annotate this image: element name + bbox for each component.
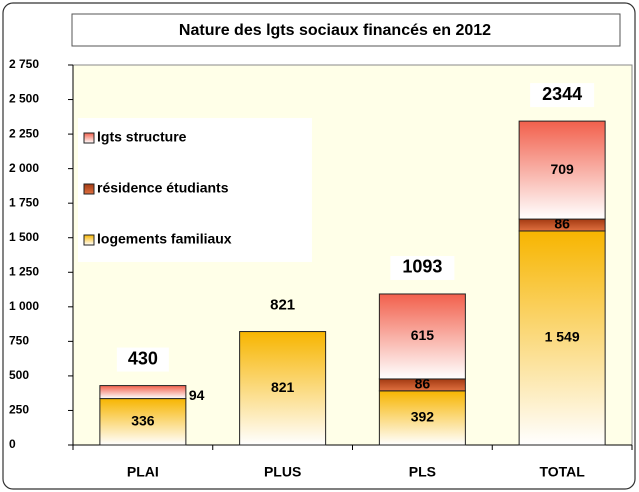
total-label: 2344 [542, 84, 582, 104]
x-tick-label: PLS [409, 464, 436, 480]
chart-title: Nature des lgts sociaux financés en 2012 [179, 22, 491, 39]
legend-label: logements familiaux [97, 231, 232, 247]
y-tick-label: 500 [9, 368, 29, 382]
y-tick-label: 750 [9, 334, 29, 348]
bar-segment [99, 398, 187, 446]
bar-segment [518, 230, 606, 446]
y-tick-label: 1 500 [9, 230, 39, 244]
y-tick-label: 2 500 [9, 92, 39, 106]
legend-box [78, 118, 312, 262]
legend-swatch [83, 132, 95, 144]
bar-segment [378, 293, 466, 380]
y-tick-label: 2 000 [9, 161, 39, 175]
legend-label: résidence étudiants [97, 180, 229, 196]
y-tick-label: 1 750 [9, 195, 39, 209]
title-box [71, 13, 621, 47]
legend-swatch [83, 234, 95, 246]
y-tick-label: 1 000 [9, 299, 39, 313]
value-label: 94 [189, 387, 205, 403]
value-label: 336 [131, 412, 155, 428]
value-label: 615 [411, 327, 435, 343]
legend-swatch [83, 183, 95, 195]
y-tick-label: 250 [9, 403, 29, 417]
x-tick-label: PLUS [264, 464, 301, 480]
value-label: 392 [411, 409, 435, 425]
bar-segment [378, 390, 466, 446]
legend-label: lgts structure [97, 129, 187, 145]
y-tick-label: 1 250 [9, 264, 39, 278]
bar-segment [518, 120, 606, 220]
y-tick-label: 0 [9, 437, 16, 451]
total-box [116, 347, 169, 372]
y-tick-label: 2 250 [9, 126, 39, 140]
total-label: 430 [128, 348, 158, 368]
bar-segment [239, 331, 327, 446]
value-label: 86 [554, 216, 570, 232]
value-label: 709 [550, 161, 574, 177]
total-label: 1093 [402, 257, 442, 277]
x-tick-label: TOTAL [539, 464, 585, 480]
x-tick-label: PLAI [127, 464, 159, 480]
value-label: 86 [415, 376, 431, 392]
bar-segment [99, 385, 187, 400]
value-label: 821 [271, 379, 295, 395]
total-label: 821 [270, 297, 295, 314]
value-label: 1 549 [545, 329, 580, 345]
total-box [390, 255, 455, 280]
y-tick-label: 2 750 [9, 57, 39, 71]
total-box [530, 83, 595, 108]
